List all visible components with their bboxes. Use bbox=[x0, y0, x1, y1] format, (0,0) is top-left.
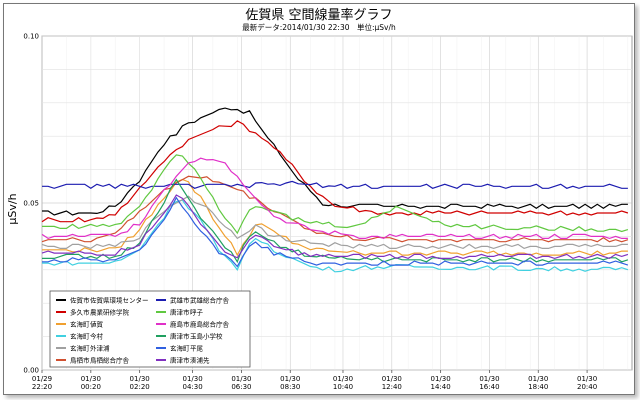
x-tick-date: 01/30 bbox=[183, 375, 203, 383]
series-line bbox=[41, 195, 628, 250]
legend-site: 鳥栖総合庁舎 bbox=[90, 356, 130, 365]
legend-city: 玄海町 bbox=[70, 320, 90, 329]
legend-city: 多久市 bbox=[70, 308, 90, 317]
y-tick-label: 0.10 bbox=[23, 33, 39, 41]
x-tick-time: 02:20 bbox=[130, 383, 150, 391]
series-line bbox=[42, 154, 629, 235]
x-tick-date: 01/30 bbox=[231, 375, 251, 383]
x-tick-time: 00:20 bbox=[81, 383, 101, 391]
series-lines bbox=[41, 107, 629, 273]
x-tick-time: 04:30 bbox=[183, 383, 203, 391]
legend-city: 玄海町 bbox=[70, 344, 90, 353]
y-axis-label: μSv/h bbox=[6, 193, 19, 224]
legend-site: 外津浦 bbox=[90, 344, 110, 353]
legend-site: 農業研修学院 bbox=[90, 308, 130, 317]
legend-city: 唐津市 bbox=[170, 356, 190, 365]
chart-title: 佐賀県 空間線量率グラフ bbox=[245, 7, 392, 23]
x-tick-time: 16:40 bbox=[479, 383, 499, 391]
legend-site: 武雄総合庁舎 bbox=[190, 296, 230, 305]
legend-city: 佐賀市 bbox=[70, 296, 90, 305]
x-tick-date: 01/30 bbox=[280, 375, 300, 383]
series-line bbox=[42, 178, 629, 264]
radiation-line-chart: 佐賀県 空間線量率グラフ 最新データ:2014/01/30 22:30 単位:μ… bbox=[6, 7, 633, 392]
legend-city: 唐津市 bbox=[170, 332, 190, 341]
x-tick-time: 14:40 bbox=[431, 383, 451, 391]
legend-site: 今村 bbox=[90, 332, 104, 341]
x-tick-date: 01/30 bbox=[81, 375, 101, 383]
legend-site: 佐賀県環境センター bbox=[90, 296, 149, 305]
x-tick-date: 01/30 bbox=[130, 375, 150, 383]
x-tick-date: 01/30 bbox=[333, 375, 353, 383]
x-tick-time: 08:30 bbox=[280, 383, 300, 391]
x-tick-time: 20:40 bbox=[577, 383, 597, 391]
legend-city: 玄海町 bbox=[70, 332, 90, 341]
legend-site: 玉島小学校 bbox=[190, 332, 223, 341]
legend-city: 唐津市 bbox=[170, 308, 190, 317]
x-tick-time: 22:20 bbox=[32, 383, 52, 391]
series-line bbox=[42, 180, 628, 190]
y-tick-label: 0.05 bbox=[23, 200, 39, 208]
x-tick-date: 01/30 bbox=[577, 375, 597, 383]
series-line bbox=[42, 107, 628, 216]
x-tick-time: 12:40 bbox=[382, 383, 402, 391]
x-tick-date: 01/29 bbox=[32, 375, 52, 383]
x-tick-time: 18:40 bbox=[528, 383, 548, 391]
legend-city: 玄海町 bbox=[170, 344, 190, 353]
axes: 01/2922:2001/3000:2001/3002:2001/3004:30… bbox=[23, 33, 597, 392]
series-line bbox=[41, 194, 629, 260]
legend-site: 呼子 bbox=[190, 308, 204, 317]
chart-frame: 佐賀県 空間線量率グラフ 最新データ:2014/01/30 22:30 単位:μ… bbox=[3, 3, 635, 395]
legend-box bbox=[49, 290, 251, 368]
legend-city: 武雄市 bbox=[170, 296, 190, 305]
legend-site: 平尾 bbox=[190, 345, 204, 353]
x-tick-date: 01/30 bbox=[382, 375, 402, 383]
legend-site: 鹿島総合庁舎 bbox=[190, 320, 230, 329]
x-tick-date: 01/30 bbox=[431, 375, 451, 383]
x-tick-date: 01/30 bbox=[479, 375, 499, 383]
series-line bbox=[41, 120, 629, 223]
x-tick-date: 01/30 bbox=[528, 375, 548, 383]
legend-city: 鳥栖市 bbox=[70, 356, 90, 365]
legend-city: 鹿島市 bbox=[170, 320, 190, 329]
series-line bbox=[42, 196, 629, 268]
series-line bbox=[41, 175, 629, 243]
x-tick-time: 10:40 bbox=[333, 383, 353, 391]
y-tick-label: 0.00 bbox=[23, 367, 39, 375]
series-line bbox=[41, 157, 628, 240]
x-tick-time: 06:30 bbox=[231, 383, 251, 391]
chart-subtitle: 最新データ:2014/01/30 22:30 単位:μSv/h bbox=[242, 22, 396, 32]
legend-site: 湊浦先 bbox=[190, 356, 210, 365]
legend-site: 値賀 bbox=[90, 320, 104, 329]
